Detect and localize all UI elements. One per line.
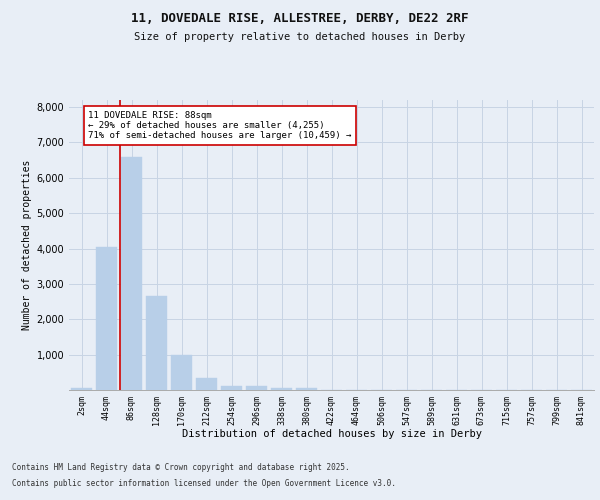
Text: Size of property relative to detached houses in Derby: Size of property relative to detached ho… bbox=[134, 32, 466, 42]
Text: 11, DOVEDALE RISE, ALLESTREE, DERBY, DE22 2RF: 11, DOVEDALE RISE, ALLESTREE, DERBY, DE2… bbox=[131, 12, 469, 26]
Bar bbox=[121, 156, 142, 390]
Bar bbox=[171, 354, 192, 390]
Bar bbox=[271, 388, 292, 390]
Text: 11 DOVEDALE RISE: 88sqm
← 29% of detached houses are smaller (4,255)
71% of semi: 11 DOVEDALE RISE: 88sqm ← 29% of detache… bbox=[89, 110, 352, 140]
Y-axis label: Number of detached properties: Number of detached properties bbox=[22, 160, 32, 330]
X-axis label: Distribution of detached houses by size in Derby: Distribution of detached houses by size … bbox=[182, 429, 482, 439]
Bar bbox=[196, 378, 217, 390]
Bar bbox=[71, 388, 92, 390]
Text: Contains HM Land Registry data © Crown copyright and database right 2025.: Contains HM Land Registry data © Crown c… bbox=[12, 462, 350, 471]
Bar bbox=[246, 386, 267, 390]
Bar bbox=[146, 296, 167, 390]
Text: Contains public sector information licensed under the Open Government Licence v3: Contains public sector information licen… bbox=[12, 479, 396, 488]
Bar bbox=[221, 386, 242, 390]
Bar bbox=[296, 388, 317, 390]
Bar bbox=[96, 247, 117, 390]
